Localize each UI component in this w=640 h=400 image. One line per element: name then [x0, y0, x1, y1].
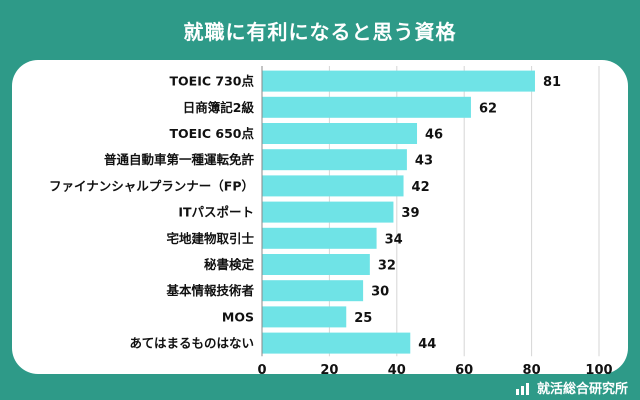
bar	[262, 70, 535, 92]
bar	[262, 201, 394, 223]
bar	[262, 96, 471, 118]
bar	[262, 254, 370, 275]
bar	[262, 280, 364, 302]
category-label: TOEIC 730点	[170, 74, 255, 89]
data-label: 30	[371, 285, 389, 300]
category-label: 普通自動車第一種運転免許	[104, 152, 255, 167]
category-label: MOS	[222, 309, 254, 324]
data-label: 42	[412, 180, 430, 195]
bar-chart-icon	[515, 381, 531, 395]
data-label: 46	[425, 128, 443, 143]
x-tick-label: 40	[388, 363, 406, 374]
data-label: 44	[418, 337, 436, 352]
category-label: 基本情報技術者	[165, 283, 254, 298]
x-tick-label: 100	[585, 363, 612, 374]
bar-chart: TOEIC 730点 81 日商簿記2級 62 TOEIC 650点 46 普通自動車第一種…	[49, 66, 613, 374]
bar	[262, 306, 347, 328]
category-label: ファイナンシャルプランナー（FP）	[49, 178, 254, 193]
brand-logo: 就活総合研究所	[515, 378, 628, 397]
category-label: ITパスポート	[178, 205, 254, 220]
category-label: TOEIC 650点	[170, 126, 255, 141]
chart-panel: TOEIC 730点 81 日商簿記2級 62 TOEIC 650点 46 普通自動車第一種…	[12, 60, 628, 374]
data-label: 81	[543, 75, 561, 90]
category-label: 宅地建物取引士	[166, 231, 254, 246]
category-label: 秘書検定	[204, 257, 255, 272]
bar	[262, 175, 404, 197]
data-label: 34	[385, 232, 403, 247]
x-tick-label: 80	[523, 363, 541, 374]
bar	[262, 227, 377, 249]
x-tick-label: 60	[455, 363, 473, 374]
bar	[262, 332, 411, 354]
data-label: 39	[401, 206, 419, 221]
data-label: 25	[354, 311, 372, 326]
category-label: 日商簿記2級	[183, 100, 255, 115]
x-tick-label: 0	[257, 363, 266, 374]
page-title: 就職に有利になると思う資格	[183, 19, 457, 44]
category-label: あてはまるものはない	[129, 336, 254, 351]
bar	[262, 149, 407, 171]
brand-name: 就活総合研究所	[536, 382, 628, 397]
data-label: 62	[479, 101, 497, 116]
x-tick-label: 20	[320, 363, 338, 374]
bar	[262, 123, 418, 144]
data-label: 43	[415, 154, 433, 169]
data-label: 32	[378, 259, 396, 274]
